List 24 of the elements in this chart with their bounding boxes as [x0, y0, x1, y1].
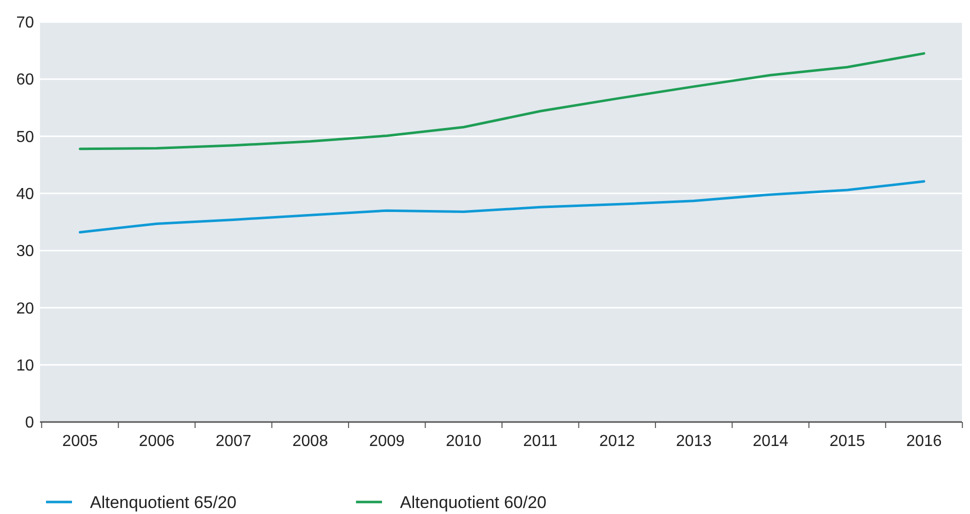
x-tick-label: 2010 [446, 433, 482, 450]
x-tick-label: 2013 [676, 433, 712, 450]
x-tick-label: 2014 [752, 433, 788, 450]
y-tick-label: 30 [16, 243, 34, 260]
legend-label: Altenquotient 60/20 [400, 492, 547, 512]
x-tick-label: 2008 [292, 433, 328, 450]
x-tick-label: 2009 [369, 433, 405, 450]
y-tick-label: 40 [16, 186, 34, 204]
line-series [78, 52, 926, 150]
y-tick-label: 70 [16, 14, 34, 32]
x-tick-label: 2007 [216, 433, 252, 450]
x-tick-label: 2012 [599, 433, 635, 450]
legend-label: Altenquotient 65/20 [90, 492, 237, 512]
x-tick-label: 2016 [906, 433, 942, 450]
y-tick-label: 50 [16, 128, 34, 146]
x-tick-label: 2005 [62, 433, 98, 450]
line-series [78, 180, 926, 234]
y-tick-label: 10 [16, 357, 34, 374]
x-tick-label: 2006 [138, 433, 175, 450]
y-tick-label: 20 [16, 300, 34, 318]
y-tick-label: 60 [16, 72, 34, 89]
x-tick-label: 2011 [523, 433, 558, 450]
x-tick-label: 2015 [829, 433, 866, 450]
y-tick-label: 0 [25, 414, 34, 432]
